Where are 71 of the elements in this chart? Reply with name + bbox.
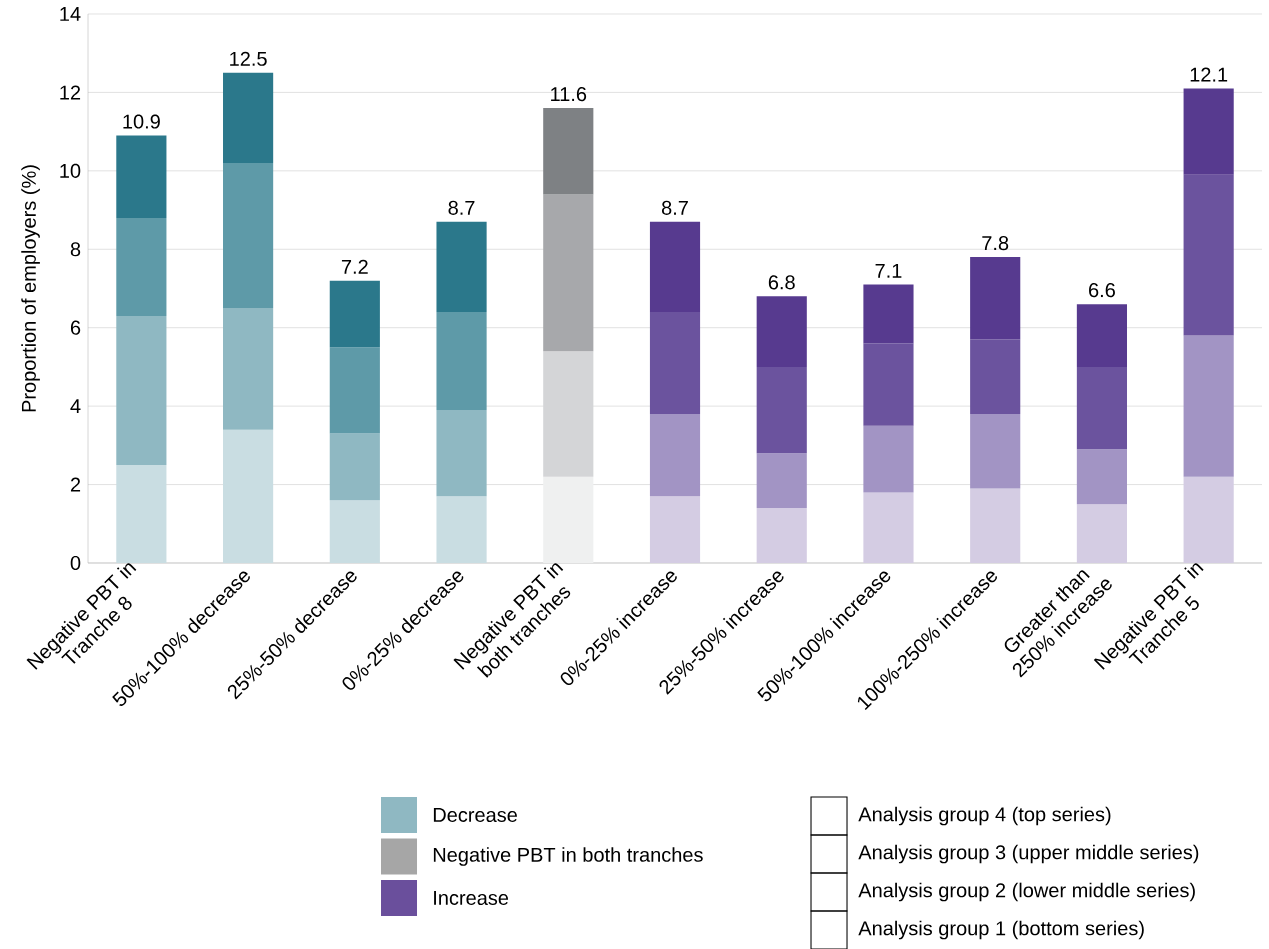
bar (970, 413, 1021, 489)
bar (1183, 88, 1234, 175)
bar (436, 221, 487, 313)
bar (1076, 304, 1128, 367)
bar (223, 163, 274, 309)
bar (756, 508, 807, 563)
total-label: 7.2 (341, 259, 368, 274)
bar (649, 221, 701, 313)
total-label: 6.6 (1089, 283, 1115, 298)
total-label: 8.7 (448, 200, 475, 215)
total-label: 11.6 (551, 87, 587, 102)
bar (756, 296, 807, 367)
bar (223, 308, 274, 430)
bar (756, 453, 807, 509)
bar (863, 343, 914, 426)
bar (329, 280, 380, 348)
bar (329, 433, 380, 501)
bar (756, 366, 807, 454)
bar (116, 315, 167, 465)
bar (863, 492, 914, 563)
bar (863, 284, 914, 344)
bar (649, 496, 701, 563)
total-label: 12.1 (1190, 67, 1228, 82)
total-label: 7.1 (875, 263, 902, 278)
bar (1076, 449, 1128, 505)
y-tick-label: 10 (60, 163, 81, 178)
bar (436, 312, 487, 411)
bar (223, 72, 274, 164)
bar (1183, 335, 1234, 477)
bar (1076, 366, 1128, 450)
legend-label: Negative PBT in both tranches (433, 847, 703, 866)
y-tick-label: 6 (70, 320, 81, 335)
bar (116, 135, 167, 218)
bar (223, 429, 274, 563)
total-label: 12.5 (230, 51, 267, 66)
bar (543, 108, 594, 195)
bar (970, 257, 1021, 340)
bar (543, 351, 594, 477)
y-axis-title: Proportion of employers (%) (21, 165, 40, 412)
bar (970, 488, 1021, 563)
bar (1076, 504, 1128, 563)
text: Analysis group 4 (top series) (858, 806, 1111, 826)
total-label: 10.9 (123, 114, 160, 129)
text: Analysis group 1 (bottom series) (858, 920, 1144, 940)
bar (1183, 476, 1234, 563)
bar (970, 339, 1021, 414)
bar (1183, 174, 1234, 336)
bar (436, 496, 487, 563)
legend-label: Decrease (433, 808, 517, 822)
legend-label: Increase (434, 891, 509, 905)
bar (329, 347, 380, 434)
y-tick-label: 4 (70, 399, 81, 414)
y-tick-label: 0 (70, 555, 81, 571)
total-label: 7.8 (982, 236, 1009, 251)
bar (863, 425, 914, 493)
bar (649, 312, 701, 414)
text: Analysis group 3 (upper middle series) (858, 844, 1199, 864)
bar (329, 500, 380, 563)
bar (116, 217, 167, 316)
y-tick-label: 14 (60, 7, 81, 21)
bar (543, 194, 594, 352)
bar (543, 476, 594, 563)
total-label: 6.8 (768, 275, 795, 290)
y-tick-label: 12 (60, 85, 81, 100)
bar (649, 413, 701, 497)
bar (116, 464, 167, 563)
y-tick-label: 2 (70, 477, 81, 492)
total-label: 8.7 (661, 200, 688, 215)
y-tick-label: 8 (70, 242, 81, 257)
bar (436, 410, 487, 497)
text: Analysis group 2 (lower middle series) (858, 882, 1195, 902)
